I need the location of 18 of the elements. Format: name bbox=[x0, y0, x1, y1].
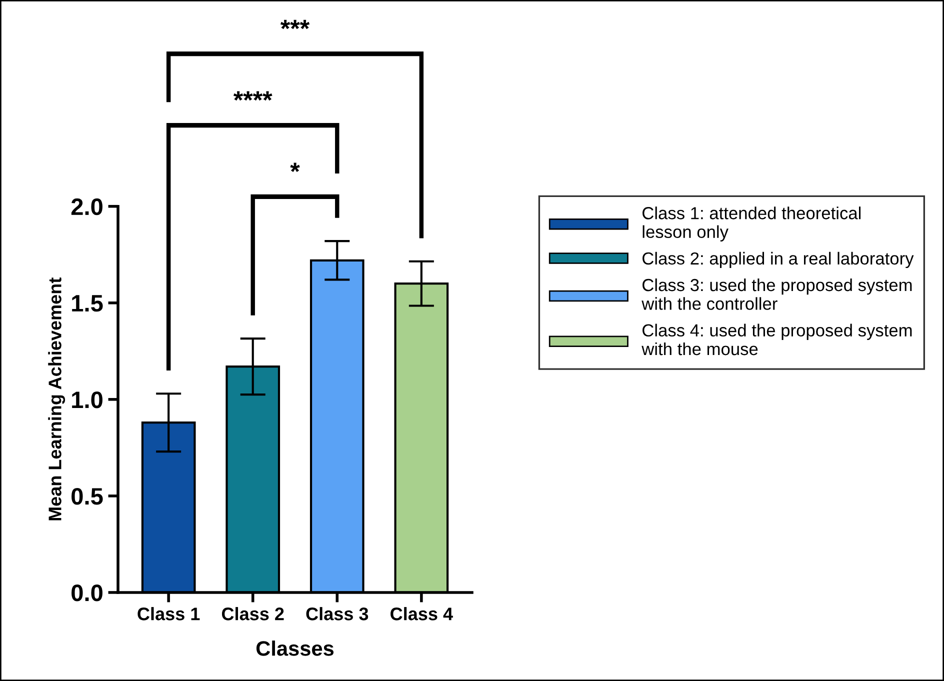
x-tick-label: Class 4 bbox=[390, 607, 453, 620]
y-axis-title: Mean Learning Achievement bbox=[48, 278, 66, 520]
text: *** bbox=[280, 20, 310, 30]
legend-label: Class 4: used the proposed system with the mouse bbox=[642, 324, 912, 356]
y-tick-label: 0.0 bbox=[72, 584, 102, 602]
y-tick-label: 0.5 bbox=[72, 488, 103, 505]
y-tick-label: 1.0 bbox=[72, 391, 102, 408]
x-axis-title: Classes bbox=[256, 640, 334, 656]
legend-label: Class 3: used the proposed system with the controller bbox=[642, 278, 912, 310]
text: **** bbox=[233, 91, 272, 101]
x-tick-label: Class 3 bbox=[306, 607, 368, 620]
x-tick-label: Class 1 bbox=[138, 607, 200, 620]
x-tick-label: Class 2 bbox=[222, 607, 284, 620]
legend-label: Class 2: applied in a real laboratory bbox=[642, 252, 914, 268]
text: * bbox=[290, 162, 300, 172]
y-tick-label: 1.5 bbox=[72, 295, 103, 312]
legend-label: Class 1: attended theoretical lesson only bbox=[642, 206, 861, 242]
y-tick-label: 2.0 bbox=[71, 198, 102, 216]
